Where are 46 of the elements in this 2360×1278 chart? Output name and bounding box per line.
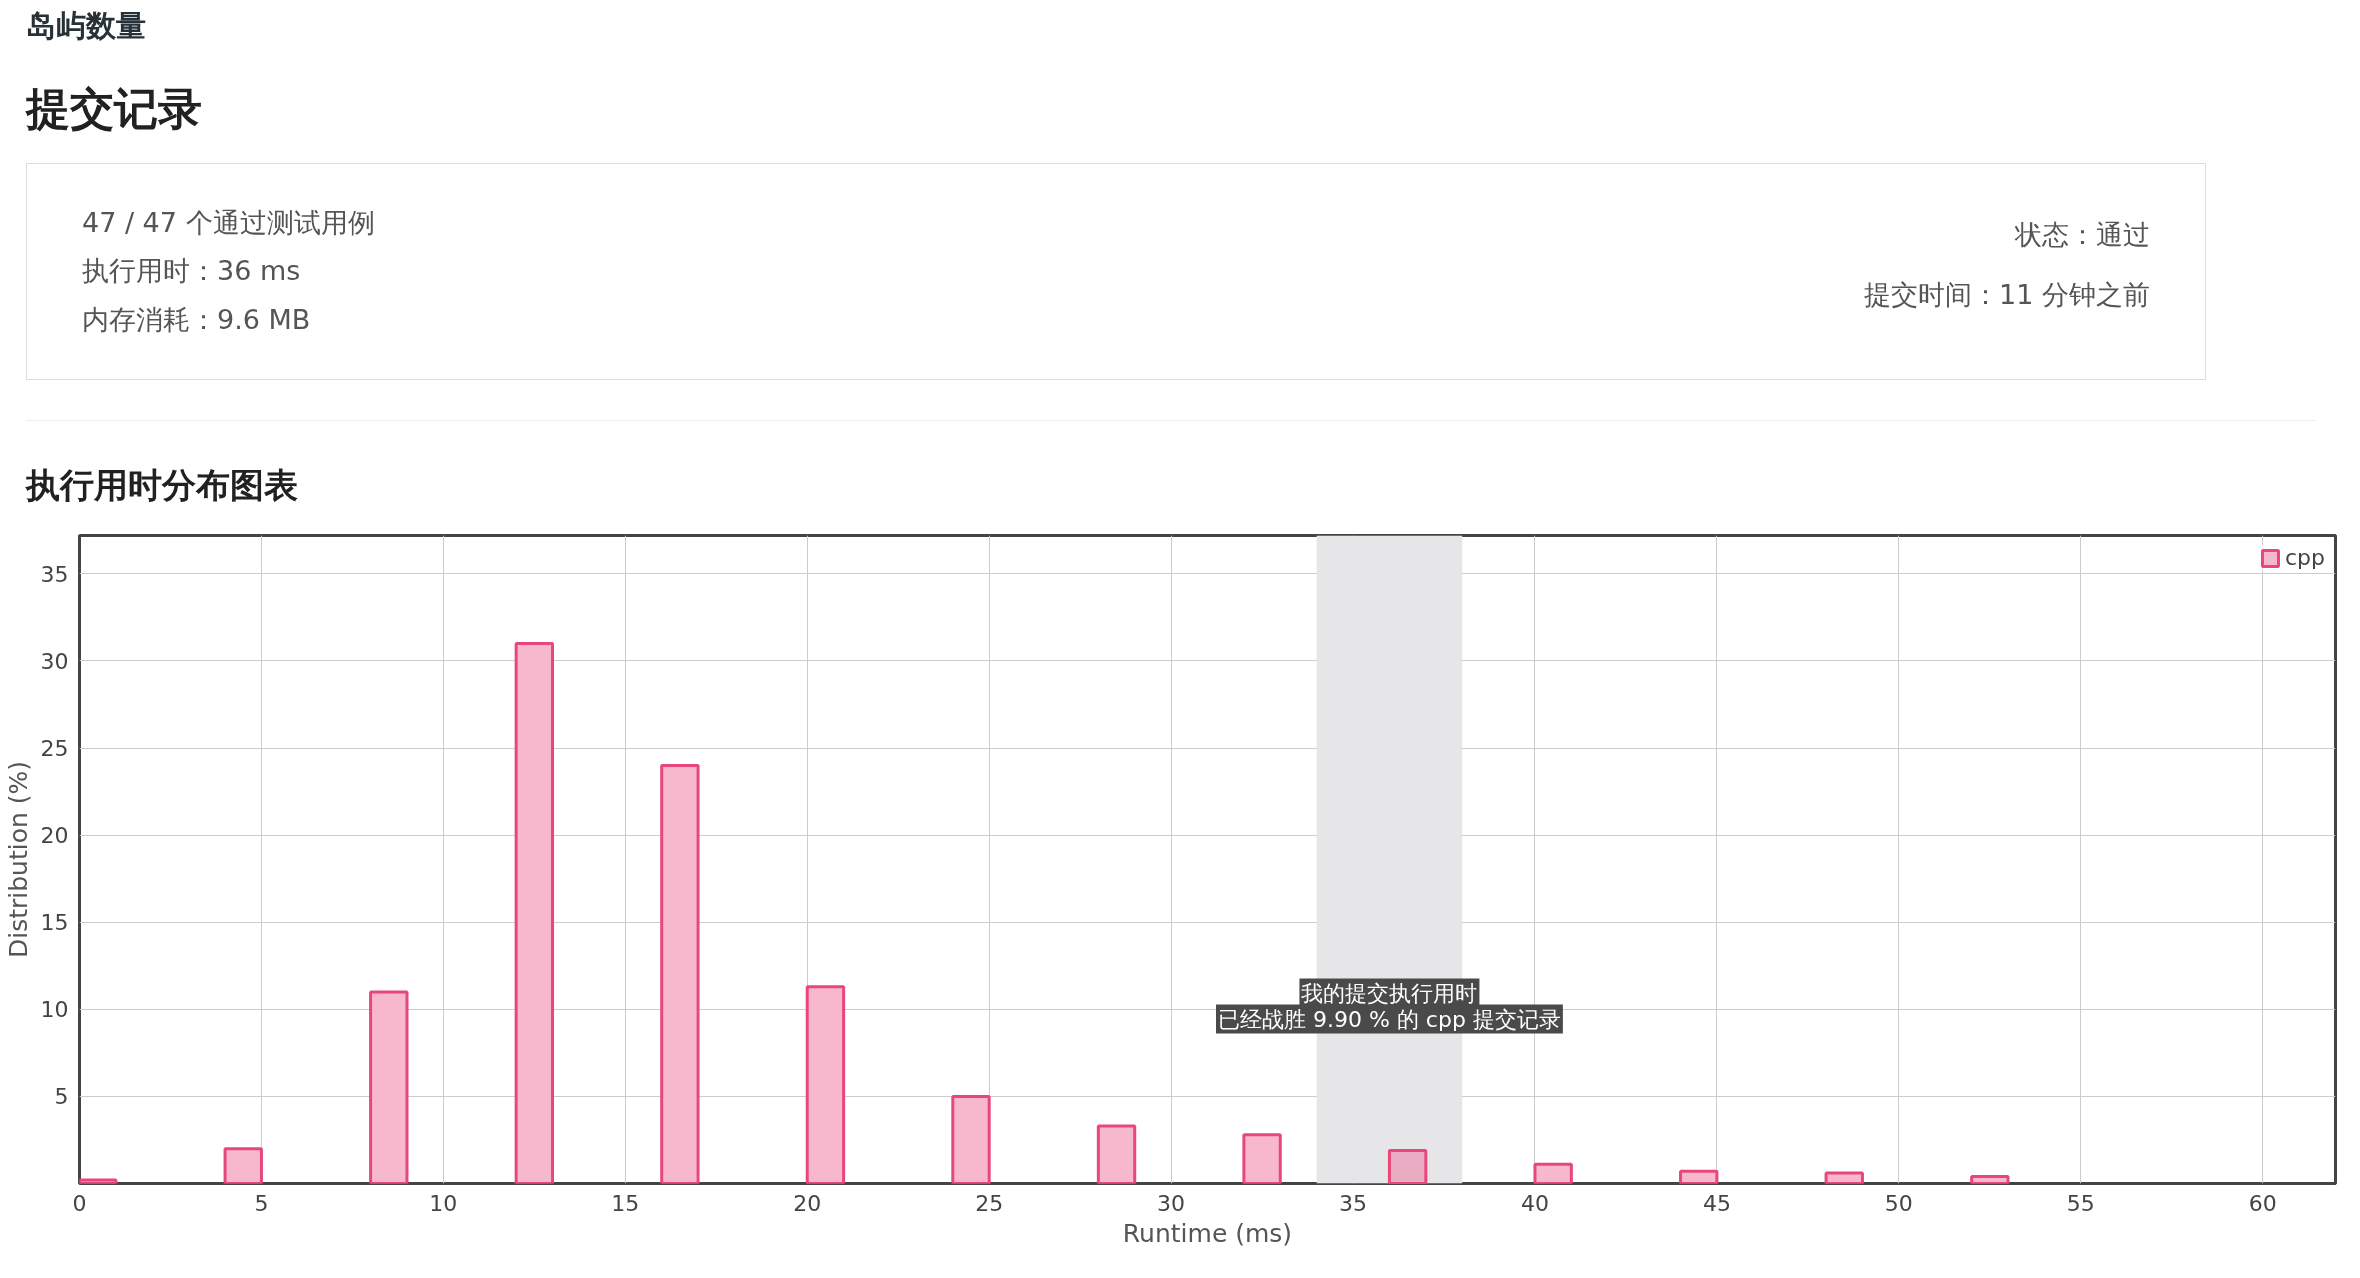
bar: [369, 990, 409, 1184]
bar: [660, 763, 700, 1184]
bar: [514, 642, 555, 1184]
text: 47 / 47 个通过测试用例: [82, 205, 375, 240]
bar: [1242, 1133, 1282, 1184]
y-tick-label: 10: [40, 997, 69, 1023]
text: 岛屿数量: [26, 7, 147, 45]
y-tick-label: 25: [40, 736, 69, 762]
bar: [1533, 1162, 1573, 1184]
x-tick-label: 30: [1157, 1190, 1186, 1216]
chart-title: 执行用时分布图表: [26, 464, 299, 508]
bar: [223, 1147, 263, 1184]
bar: [1679, 1169, 1719, 1184]
x-tick-label: 20: [793, 1190, 822, 1216]
chart-subtitle: 提交记录: [26, 81, 203, 136]
text: 内存消耗：9.6 MB: [82, 302, 312, 337]
bar: [1824, 1171, 1864, 1184]
y-tick-label: 15: [40, 910, 69, 936]
bar: [1970, 1175, 2010, 1184]
x-tick-label: 15: [611, 1190, 640, 1216]
x-tick-label: 0: [72, 1190, 87, 1216]
text: 状态：通过: [2013, 217, 2150, 252]
bar: [951, 1094, 991, 1184]
x-tick-label: 35: [1339, 1190, 1368, 1216]
x-tick-label: 50: [1884, 1190, 1913, 1216]
text: 执行用时：36 ms: [82, 254, 302, 289]
y-tick-label: 20: [40, 823, 69, 849]
y-axis-title: Distribution (%): [3, 760, 33, 959]
annotation: 我的提交执行用时: [1301, 980, 1478, 1006]
y-tick-label: 35: [40, 561, 69, 587]
x-tick-label: 45: [1702, 1190, 1731, 1216]
legend-label: cpp: [2284, 545, 2325, 570]
x-axis-title: Runtime (ms): [1122, 1218, 1293, 1248]
x-tick-label: 10: [429, 1190, 458, 1216]
x-tick-label: 5: [254, 1190, 269, 1216]
annotation: 已经战胜 9.90 % 的 cpp 提交记录: [1218, 1006, 1561, 1032]
y-tick-label: 30: [40, 648, 69, 674]
bar: [1387, 1148, 1428, 1184]
x-tick-label: 25: [975, 1190, 1004, 1216]
x-tick-label: 40: [1520, 1190, 1549, 1216]
text: 提交时间：11 分钟之前: [1864, 278, 2150, 313]
y-tick-label: 5: [54, 1084, 69, 1110]
x-tick-label: 60: [2248, 1190, 2277, 1216]
bar: [805, 985, 846, 1184]
bar: [1096, 1124, 1137, 1184]
x-tick-label: 55: [2066, 1190, 2095, 1216]
